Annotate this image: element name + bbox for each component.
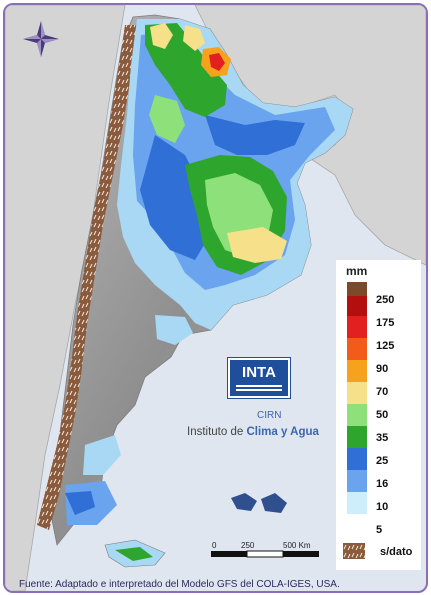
scale-label: 0	[212, 541, 217, 550]
legend-swatch	[347, 382, 367, 404]
precipitation-map	[5, 5, 426, 591]
scale-label: 500 Km	[283, 541, 311, 550]
no-data-label: s/dato	[380, 546, 413, 558]
source-caption: Fuente: Adaptado e interpretado del Mode…	[19, 579, 340, 590]
legend-label: 70	[376, 386, 389, 398]
legend-swatch	[347, 470, 367, 492]
map-frame: mm 250 175 125 90 70 50 35 25 16 10 5 s/…	[3, 3, 428, 593]
no-data-andes-strip	[37, 25, 137, 530]
legend-swatch	[347, 360, 367, 382]
legend-label: 175	[376, 317, 395, 329]
legend-label: 5	[376, 524, 383, 536]
legend-swatch	[347, 448, 367, 470]
legend-label: 10	[376, 501, 389, 513]
inta-logo: INTA	[227, 357, 291, 399]
scale-bar	[211, 550, 319, 558]
legend-label: 50	[376, 409, 389, 421]
legend-swatch	[347, 338, 367, 360]
legend-title: mm	[346, 264, 368, 278]
legend-label: 35	[376, 432, 389, 444]
legend-label: 25	[376, 455, 389, 467]
legend-swatch	[347, 426, 367, 448]
legend: mm 250 175 125 90 70 50 35 25 16 10 5	[336, 260, 421, 570]
logo-band	[236, 385, 282, 387]
legend-swatch	[347, 492, 367, 514]
institute-prefix: Instituto de	[187, 426, 247, 438]
legend-label: 250	[376, 294, 395, 306]
inta-logo-text: INTA	[242, 364, 276, 381]
institute-name: Instituto de Clima y Agua	[187, 426, 319, 438]
legend-swatch	[347, 296, 367, 316]
legend-label: 16	[376, 478, 389, 490]
hatched-swatch-icon	[343, 543, 365, 559]
legend-label: 125	[376, 340, 395, 352]
scale-label: 250	[241, 541, 255, 550]
compass-rose-icon	[23, 21, 59, 57]
logo-band	[236, 389, 282, 391]
institute-highlight: Clima y Agua	[246, 426, 319, 438]
legend-swatch	[347, 404, 367, 426]
cirn-label: CIRN	[257, 410, 282, 421]
legend-swatch	[347, 316, 367, 338]
legend-label: 90	[376, 363, 389, 375]
legend-swatch	[347, 282, 367, 296]
